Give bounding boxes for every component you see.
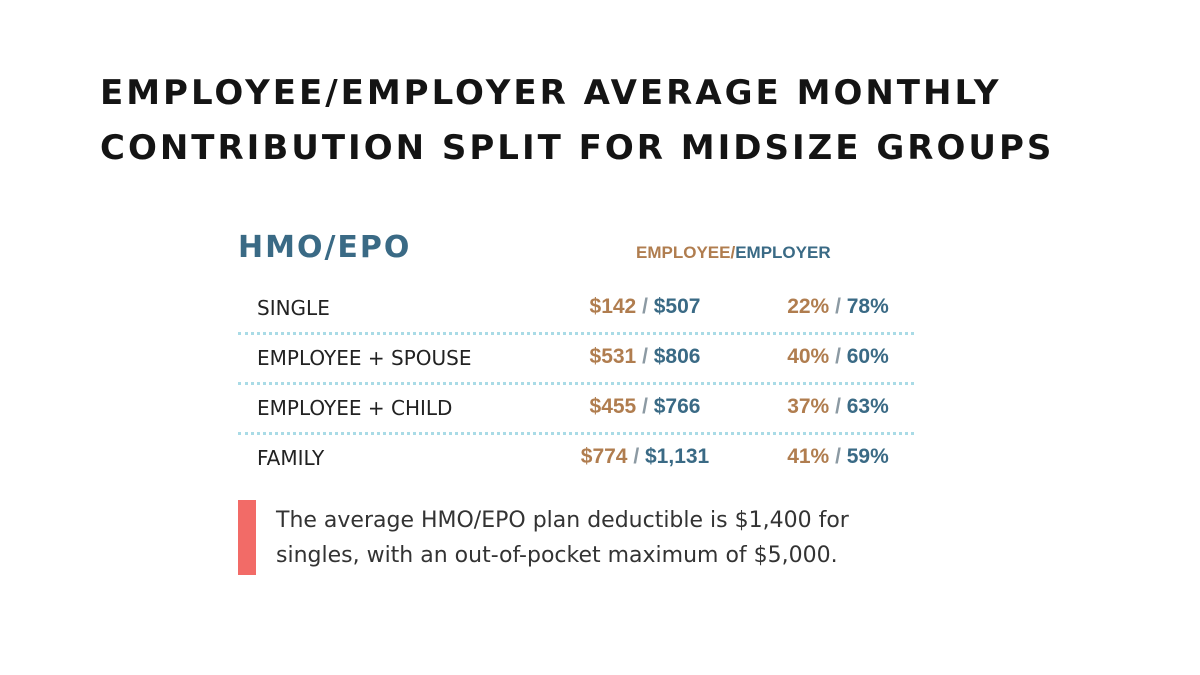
column-header-employee: EMPLOYEE	[636, 243, 731, 262]
column-header-employer: EMPLOYER	[735, 243, 831, 262]
employee-percent: 41%	[787, 445, 830, 468]
employer-percent: 59%	[846, 445, 889, 468]
employee-dollars: $142	[589, 295, 637, 318]
row-label: SINGLE	[257, 296, 330, 320]
employee-dollars: $774	[580, 445, 628, 468]
row-label: FAMILY	[257, 446, 325, 470]
split-separator: /	[636, 295, 654, 318]
employer-dollars: $766	[653, 395, 701, 418]
page-title-line-2: CONTRIBUTION SPLIT FOR MIDSIZE GROUPS	[100, 128, 1055, 168]
employer-dollars: $806	[653, 345, 701, 368]
row-percent-split: 41% / 59%	[768, 445, 908, 469]
column-header: EMPLOYEE/EMPLOYER	[636, 243, 831, 263]
split-separator: /	[829, 295, 847, 318]
employee-dollars: $455	[589, 395, 637, 418]
split-separator: /	[829, 395, 847, 418]
employee-percent: 22%	[787, 295, 830, 318]
row-label: EMPLOYEE + SPOUSE	[257, 346, 472, 370]
page-title: EMPLOYEE/EMPLOYER AVERAGE MONTHLY CONTRI…	[100, 66, 1150, 176]
employer-percent: 63%	[846, 395, 889, 418]
split-separator: /	[829, 445, 847, 468]
split-separator: /	[627, 445, 645, 468]
employer-dollars: $1,131	[645, 445, 710, 468]
row-percent-split: 22% / 78%	[768, 295, 908, 319]
page-title-line-1: EMPLOYEE/EMPLOYER AVERAGE MONTHLY	[100, 73, 1002, 113]
split-separator: /	[829, 345, 847, 368]
table-row: EMPLOYEE + SPOUSE $531 / $806 40% / 60%	[238, 335, 914, 385]
column-header-separator: /	[730, 243, 736, 262]
deductible-note-line-2: singles, with an out-of-pocket maximum o…	[276, 543, 838, 568]
row-dollar-split: $531 / $806	[568, 345, 722, 369]
row-dollar-split: $142 / $507	[568, 295, 722, 319]
table-row: EMPLOYEE + CHILD $455 / $766 37% / 63%	[238, 385, 914, 435]
contribution-table: SINGLE $142 / $507 22% / 78% EMPLOYEE + …	[238, 285, 914, 482]
deductible-note-line-1: The average HMO/EPO plan deductible is $…	[276, 508, 849, 533]
split-separator: /	[636, 345, 654, 368]
row-percent-split: 40% / 60%	[768, 345, 908, 369]
deductible-note: The average HMO/EPO plan deductible is $…	[276, 503, 936, 573]
employee-percent: 40%	[787, 345, 830, 368]
employer-dollars: $507	[653, 295, 701, 318]
employer-percent: 60%	[846, 345, 889, 368]
row-dollar-split: $455 / $766	[568, 395, 722, 419]
table-row: FAMILY $774 / $1,131 41% / 59%	[238, 435, 914, 482]
plan-type-heading: HMO/EPO	[238, 230, 412, 265]
employer-percent: 78%	[846, 295, 889, 318]
split-separator: /	[636, 395, 654, 418]
table-row: SINGLE $142 / $507 22% / 78%	[238, 285, 914, 335]
note-accent-bar	[238, 500, 256, 575]
employee-percent: 37%	[787, 395, 830, 418]
row-label: EMPLOYEE + CHILD	[257, 396, 453, 420]
employee-dollars: $531	[589, 345, 637, 368]
row-percent-split: 37% / 63%	[768, 395, 908, 419]
row-dollar-split: $774 / $1,131	[568, 445, 722, 469]
